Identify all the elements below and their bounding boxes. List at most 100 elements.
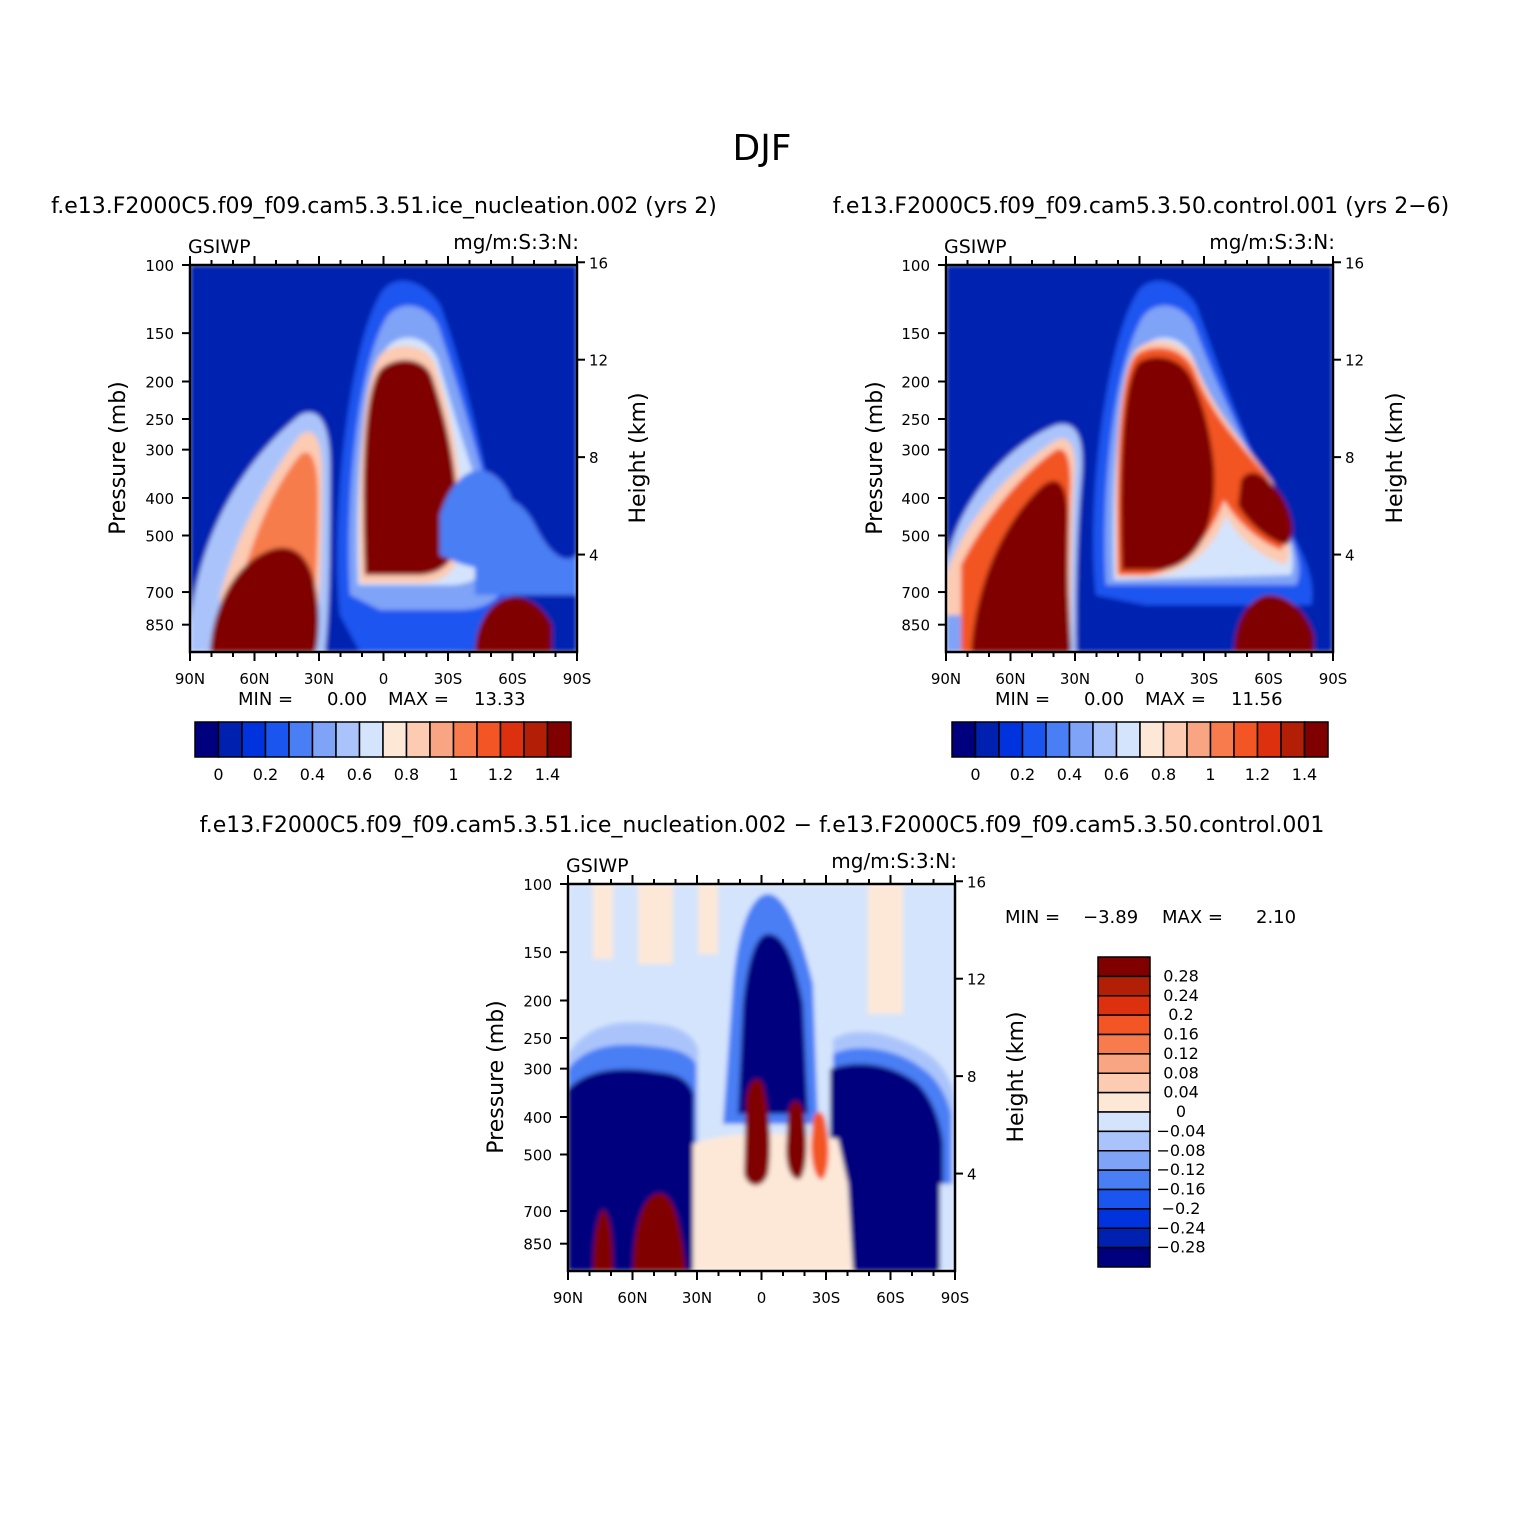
y-tick-label-850: 850	[145, 617, 174, 635]
colorbar-label: 0.8	[394, 765, 419, 784]
colorbar-box	[429, 721, 455, 758]
colorbar-box	[1097, 1246, 1151, 1268]
y-tick-label-150: 150	[901, 325, 930, 343]
right-string-bottom: mg/m:S:3:N:	[831, 849, 957, 873]
panel-top-right: GSIWP mg/m:S:3:N: Pressure (mb) Height (…	[863, 230, 1408, 784]
ylabel-right-bottom: Height (km)	[1004, 1011, 1029, 1142]
x-tick-label-90S: 90S	[1319, 670, 1348, 688]
y2-tick-label-8: 8	[589, 449, 599, 467]
y-tick-label-850: 850	[901, 617, 930, 635]
x-tick-label-60N: 60N	[617, 1289, 647, 1307]
colorbar-box	[1233, 721, 1259, 758]
colorbar-label: 0.2	[1168, 1005, 1193, 1024]
colorbar-label: 0.4	[1057, 765, 1082, 784]
colorbar-label: −0.12	[1156, 1160, 1205, 1179]
colorbar-label: 1.2	[1245, 765, 1270, 784]
axes-bottom: 100 150 200 250 300 400 500 700 850 16 12 8 4 90N 60N 3…	[523, 873, 986, 1307]
axes-top-left: 100 150 200 250 300 400 500 700 850 16 12 8 4 90N 60N 3…	[145, 254, 608, 688]
nh-lowcloud-core	[210, 547, 319, 652]
contour-field-top-left	[190, 265, 577, 652]
y-tick-label-150: 150	[145, 325, 174, 343]
colorbar-box	[974, 721, 1000, 758]
y-tick-label-250: 250	[523, 1030, 552, 1048]
axes-top-right: 100 150 200 250 300 400 500 700 850 16 12 8 4 90N 60N 3…	[901, 254, 1364, 688]
colorbar-label: 0.24	[1163, 986, 1199, 1005]
y-tick-label-700: 700	[145, 584, 174, 602]
y-tick-label-400: 400	[145, 490, 174, 508]
y-tick-label-500: 500	[145, 528, 174, 546]
y2-tick-label-4: 4	[1345, 547, 1355, 565]
x-tick-label-30S: 30S	[434, 670, 463, 688]
nh-lowcloud-core-2	[633, 1193, 686, 1271]
x-tick-label-30S: 30S	[1190, 670, 1219, 688]
ylabel-right-top-left: Height (km)	[626, 392, 651, 523]
y2-tick-label-16: 16	[967, 873, 986, 891]
colorbar-box	[546, 721, 572, 758]
colorbar-box	[1021, 721, 1047, 758]
colorbar-label: −0.24	[1156, 1218, 1205, 1237]
min-value-top-left: 0.00	[327, 689, 367, 710]
y2-tick-label-16: 16	[1345, 254, 1364, 272]
left-string-bottom: GSIWP	[566, 855, 629, 877]
x-tick-label-60N: 60N	[239, 670, 269, 688]
y-tick-label-400: 400	[901, 490, 930, 508]
upper-pink-streak-1	[593, 884, 613, 959]
tropical-red-right	[811, 1112, 829, 1180]
colorbar-label: 1	[1205, 765, 1215, 784]
nh-polar-blue	[946, 615, 961, 652]
min-label-bottom: MIN =	[1005, 907, 1060, 928]
colorbar-label: 1.2	[488, 765, 513, 784]
y-tick-label-200: 200	[523, 992, 552, 1010]
y2-tick-label-12: 12	[967, 971, 986, 989]
tropical-red-left	[744, 1079, 771, 1186]
lower-pink-layer	[693, 1133, 853, 1271]
colorbar-box	[241, 721, 267, 758]
figure-title: DJF	[732, 128, 791, 169]
colorbar-label: 0.08	[1163, 1063, 1199, 1082]
upper-pink-streak-3	[698, 884, 718, 954]
colorbar-box	[1097, 1033, 1151, 1055]
sh-lowcloud-core	[475, 596, 552, 652]
colorbar-box	[194, 721, 220, 758]
y-tick-label-300: 300	[523, 1061, 552, 1079]
colorbar-box	[1280, 721, 1306, 758]
max-label-top-left: MAX =	[388, 689, 449, 710]
max-label-bottom: MAX =	[1162, 907, 1223, 928]
colorbar-box	[217, 721, 243, 758]
colorbar-label: 1	[448, 765, 458, 784]
colorbar-label: 0.04	[1163, 1083, 1199, 1102]
panel-title-top-left: f.e13.F2000C5.f09_f09.cam5.3.51.ice_nucl…	[51, 194, 717, 219]
x-tick-label-0: 0	[379, 670, 389, 688]
colorbar-box	[1097, 1014, 1151, 1036]
max-value-bottom: 2.10	[1256, 907, 1296, 928]
colorbar-box	[1097, 1188, 1151, 1210]
upper-pink-streak-4	[868, 884, 903, 1014]
y-tick-label-300: 300	[145, 442, 174, 460]
x-tick-label-90N: 90N	[931, 670, 961, 688]
x-tick-label-30N: 30N	[682, 1289, 712, 1307]
colorbar-box	[1097, 1227, 1151, 1249]
x-tick-label-30S: 30S	[812, 1289, 841, 1307]
y-tick-label-200: 200	[901, 373, 930, 391]
y2-tick-label-8: 8	[967, 1068, 977, 1086]
tropical-tower-core	[363, 360, 459, 575]
colorbar-label: −0.08	[1156, 1141, 1205, 1160]
y-tick-label-700: 700	[523, 1203, 552, 1221]
x-tick-label-60N: 60N	[995, 670, 1025, 688]
colorbar-label: −0.16	[1156, 1180, 1205, 1199]
colorbar-box	[311, 721, 337, 758]
colorbar-label: −0.04	[1156, 1121, 1205, 1140]
right-string-top-left: mg/m:S:3:N:	[453, 230, 579, 254]
y-tick-label-150: 150	[523, 944, 552, 962]
y-tick-label-400: 400	[523, 1109, 552, 1127]
x-tick-label-60S: 60S	[1254, 670, 1283, 688]
colorbar-label: 0	[213, 765, 223, 784]
right-string-top-right: mg/m:S:3:N:	[1209, 230, 1335, 254]
colorbar-box	[1097, 1208, 1151, 1229]
colorbar-bottom: 0.280.240.20.160.120.080.040−0.04−0.08−0…	[1097, 956, 1206, 1268]
colorbar-label: 0.16	[1163, 1025, 1199, 1044]
colorbar-box	[288, 721, 314, 758]
colorbar-box	[476, 721, 502, 758]
colorbar-box	[405, 721, 431, 758]
